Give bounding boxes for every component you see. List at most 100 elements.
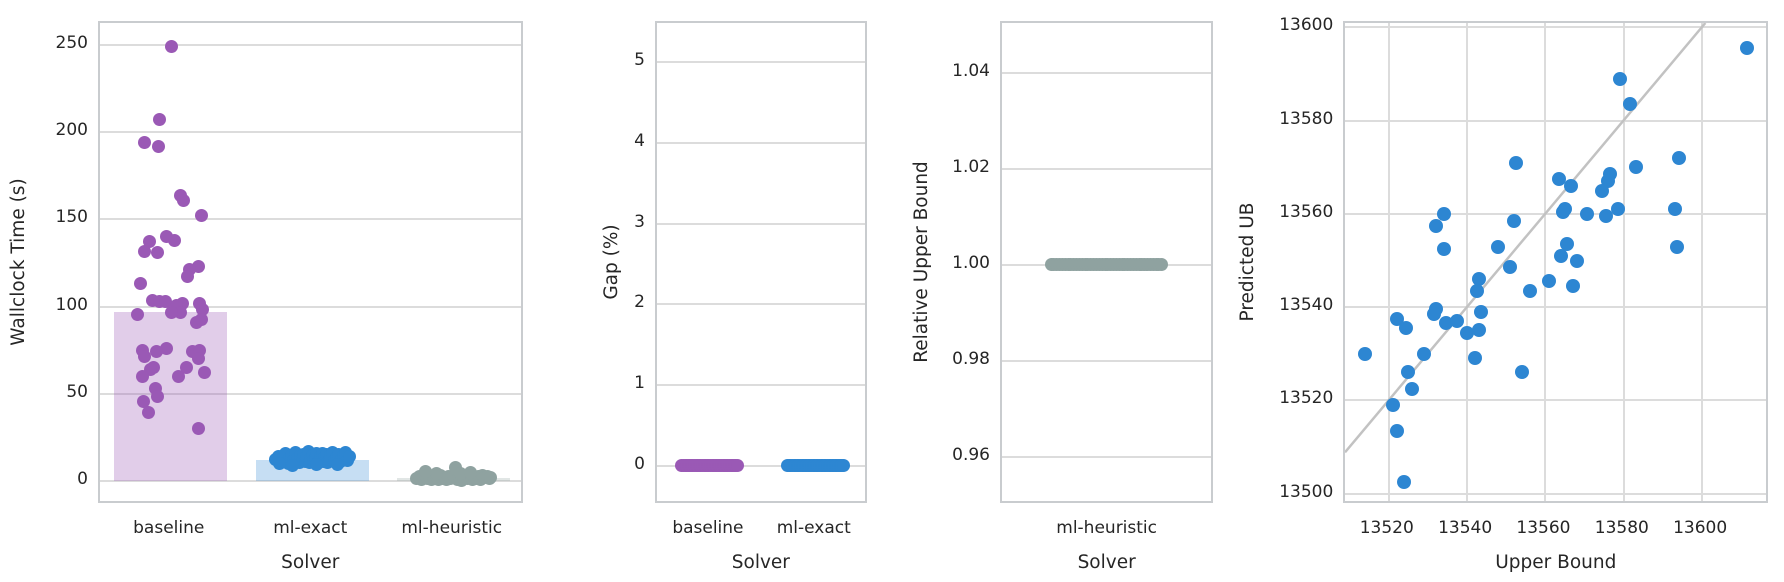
gridline [657,61,865,64]
data-point [136,395,150,409]
data-point [1503,260,1518,275]
data-point [1401,365,1416,380]
gridline [1466,23,1469,501]
data-point [1563,178,1578,193]
data-point [1460,325,1475,340]
data-point [1471,272,1486,287]
gridline [657,464,865,467]
gridline [1345,306,1767,309]
y-axis-label-predicted-ub: Predicted UB [1237,202,1258,322]
data-point [1428,218,1443,233]
gridline [657,142,865,145]
gridline [100,218,521,221]
data-point [273,457,287,471]
y-tick-label: 1.02 [952,157,990,178]
identity-line [1345,23,1707,454]
data-point [1552,171,1567,186]
data-point [342,450,356,464]
data-point [131,307,145,321]
gridline [100,392,521,395]
data-point [285,459,299,473]
data-point [1509,155,1524,170]
gridline [1701,23,1704,501]
x-tick-label: 13520 [1359,518,1414,538]
y-tick-label: 4 [634,131,645,152]
data-point [137,136,151,150]
data-point [1436,241,1451,256]
gridline [1002,359,1212,362]
y-tick-label: 3 [634,211,645,232]
data-point [133,277,147,291]
data-point [159,294,172,308]
x-axis-label-solver-2: Solver [731,552,790,573]
data-point [164,40,178,54]
x-category-label-ml-heuristic: ml-heuristic [401,518,503,538]
data-point [1542,274,1557,289]
y-tick-label: 150 [55,207,88,228]
data-point [1426,307,1441,322]
y-tick-label: 0 [77,469,88,489]
gridline [100,480,521,482]
data-point [1467,351,1482,366]
plot-area-wallclock-time [98,21,523,503]
data-point [484,471,498,485]
gridline [1345,399,1767,402]
data-point [172,369,186,383]
plot-area-predicted-vs-upper-bound [1343,21,1769,503]
data-point [1385,398,1400,413]
data-point [194,313,208,327]
data-point [1491,239,1506,254]
y-tick-label: 100 [55,294,88,315]
y-tick-label: 0.96 [952,444,990,465]
gridline [1345,119,1767,122]
data-point [177,193,191,207]
x-axis-label-solver-1: Solver [281,552,340,573]
data-point [197,366,211,380]
data-point [1436,206,1451,221]
bar-baseline [114,312,228,481]
data-point [194,209,208,223]
data-point [192,352,206,366]
data-point [1579,206,1594,221]
data-point [1554,248,1569,263]
y-tick-label: 1.00 [952,252,990,273]
data-point [1556,204,1571,219]
data-point [1397,475,1412,490]
data-point [1669,239,1684,254]
data-point [150,344,164,358]
data-point [1599,209,1614,224]
data-point [1569,253,1584,268]
x-category-label-ml-exact: ml-exact [273,518,348,538]
data-point [1469,283,1484,298]
y-tick-label: 0 [634,453,645,474]
data-point [1389,423,1404,438]
gridline [1002,72,1212,75]
data-point [192,422,206,436]
data-point [430,467,444,481]
gridline [1002,455,1212,458]
y-tick-label: 13580 [1279,108,1334,129]
y-tick-label: 13600 [1279,15,1334,36]
y-axis-label-gap: Gap (%) [601,224,622,300]
y-axis-label-wallclock-time: Wallclock Time (s) [8,178,29,346]
data-point [1565,279,1580,294]
data-point [181,270,195,284]
gridline [1544,23,1547,501]
data-point [196,303,210,317]
y-tick-label: 1.04 [952,61,990,82]
data-point [1507,213,1522,228]
data-point [137,245,151,259]
gridline [1345,492,1767,495]
gridline [100,305,521,308]
gridline [1002,168,1212,171]
data-point [1740,41,1755,56]
data-point [151,389,165,403]
x-axis-label-upper-bound: Upper Bound [1495,552,1617,573]
y-tick-label: 13560 [1279,201,1334,222]
data-point [1560,237,1574,252]
x-category-label-ml-exact: ml-exact [776,518,851,538]
data-point [309,458,323,472]
data-point [150,245,164,259]
data-point [1438,316,1453,331]
